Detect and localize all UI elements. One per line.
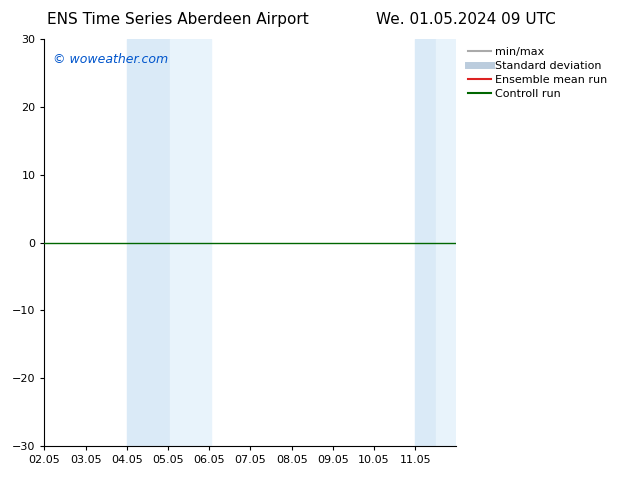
Bar [170,39,211,446]
Text: © woweather.com: © woweather.com [53,53,168,67]
Bar [415,39,436,446]
Bar [127,39,170,446]
Text: We. 01.05.2024 09 UTC: We. 01.05.2024 09 UTC [376,12,556,27]
Text: ENS Time Series Aberdeen Airport: ENS Time Series Aberdeen Airport [47,12,308,27]
Legend: min/max, Standard deviation, Ensemble mean run, Controll run: min/max, Standard deviation, Ensemble me… [466,45,609,101]
Bar [436,39,456,446]
